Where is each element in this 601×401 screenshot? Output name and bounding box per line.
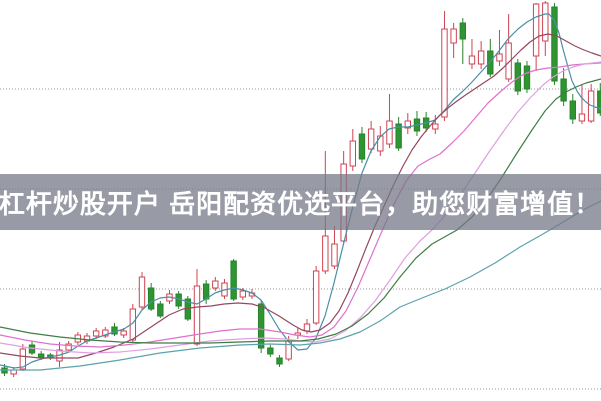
promo-banner-text: 杠杆炒股开户 岳阳配资优选平台，助您财富增值！: [0, 189, 601, 219]
promo-banner: [0, 174, 601, 230]
moving-averages-layer: [0, 13, 601, 371]
gridlines-layer: [0, 88, 601, 390]
